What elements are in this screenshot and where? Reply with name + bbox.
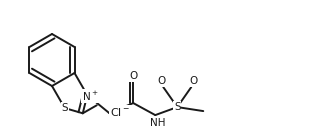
Text: NH: NH [149, 118, 165, 128]
Text: O: O [157, 76, 165, 86]
Text: O: O [129, 71, 137, 81]
Text: O: O [189, 76, 197, 86]
Text: Cl$^-$: Cl$^-$ [110, 106, 130, 118]
Text: S: S [174, 102, 180, 112]
Text: S: S [61, 103, 68, 113]
Text: N$^+$: N$^+$ [82, 90, 99, 103]
